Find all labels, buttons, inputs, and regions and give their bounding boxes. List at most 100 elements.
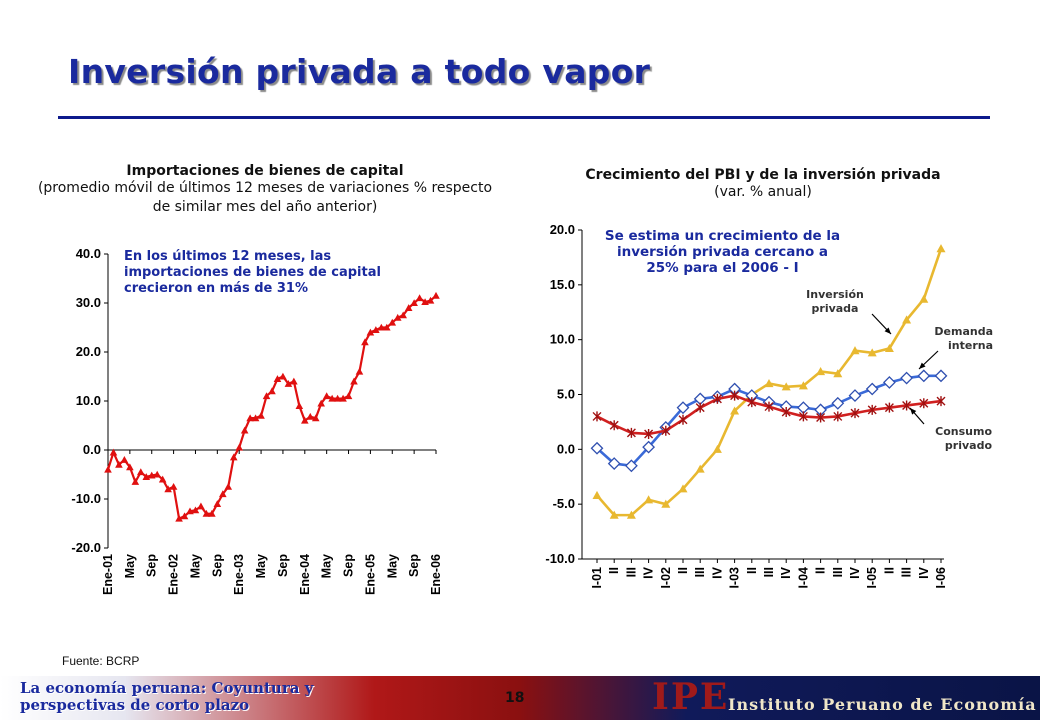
imports-point xyxy=(393,313,402,321)
imports-point xyxy=(361,338,369,346)
left-chart-heading: Importaciones de bienes de capital (prom… xyxy=(30,163,500,217)
arrow-inversion-privada-head xyxy=(884,327,891,334)
inversion-privada-point xyxy=(884,343,894,353)
y-tick-label: 20.0 xyxy=(76,344,101,359)
imports-point xyxy=(339,394,347,402)
x-tick-label: Ene-06 xyxy=(429,554,443,595)
x-tick-label-right: IV xyxy=(779,566,793,578)
page-number: 18 xyxy=(505,690,525,706)
imports-point xyxy=(399,311,407,319)
imports-point xyxy=(186,507,194,515)
imports-point xyxy=(191,506,200,514)
y-tick-label: 40.0 xyxy=(76,246,101,261)
x-tick-label: May xyxy=(385,554,399,578)
x-tick-label: May xyxy=(254,554,268,578)
left-chart-subtitle: (promedio móvil de últimos 12 meses de v… xyxy=(37,180,493,215)
consumo-privado-point xyxy=(850,408,860,419)
imports-point xyxy=(213,500,222,507)
consumo-privado-point xyxy=(609,420,619,431)
imports-point xyxy=(262,392,271,400)
imports-point xyxy=(295,402,304,409)
imports-point xyxy=(284,380,293,387)
x-tick-label: Ene-01 xyxy=(101,554,115,595)
imports-point xyxy=(224,482,233,490)
x-tick-label-right: II xyxy=(882,567,896,574)
x-tick-label-right: III xyxy=(831,567,845,577)
x-tick-label-right: III xyxy=(693,567,707,577)
consumo-privado-point xyxy=(936,396,946,407)
x-tick-label-right: IV xyxy=(917,566,931,578)
inversion-privada-point xyxy=(626,510,636,519)
y-tick-label-right: 20.0 xyxy=(550,222,575,237)
consumo-privado-point xyxy=(695,402,705,413)
demanda-interna-point xyxy=(831,396,845,410)
demanda-interna-point xyxy=(900,371,914,385)
x-tick-label-right: I-05 xyxy=(865,567,879,589)
x-tick-label-right: I-02 xyxy=(659,567,673,589)
y-tick-label: -10.0 xyxy=(71,491,101,506)
imports-point xyxy=(404,304,413,311)
consumo-privado-point xyxy=(644,428,654,439)
label-demanda-interna: Demanda interna xyxy=(934,325,993,352)
imports-point xyxy=(306,412,315,420)
imports-point xyxy=(333,394,342,402)
institute-name: Instituto Peruano de Economía xyxy=(728,695,1037,714)
consumo-privado-point xyxy=(798,411,808,422)
inversion-privada-point xyxy=(867,348,877,357)
x-tick-label: Sep xyxy=(342,554,356,577)
x-tick-label-right: IV xyxy=(848,566,862,578)
x-tick-label-right: III xyxy=(624,567,638,577)
x-tick-label: Sep xyxy=(407,554,421,577)
imports-point xyxy=(175,514,183,522)
x-tick-label: Ene-03 xyxy=(232,554,246,595)
demanda-interna-point xyxy=(865,382,879,396)
x-tick-label-right: IV xyxy=(642,566,656,578)
inversion-privada-point xyxy=(781,382,791,391)
inversion-privada-point xyxy=(764,379,774,388)
demanda-interna-point xyxy=(642,440,656,454)
arrow-demanda-interna-head xyxy=(919,362,926,369)
x-tick-label-right: IV xyxy=(710,566,724,578)
imports-point xyxy=(377,323,386,331)
imports-point xyxy=(311,414,320,422)
demanda-interna-point xyxy=(590,441,604,455)
imports-point xyxy=(164,485,172,493)
x-tick-label-right: III xyxy=(900,567,914,577)
imports-point xyxy=(147,471,156,479)
x-tick-label-right: I-03 xyxy=(728,567,742,589)
source-note: Fuente: BCRP xyxy=(62,654,140,668)
consumo-privado-point xyxy=(678,414,688,425)
demanda-interna-point xyxy=(882,376,896,389)
imports-point xyxy=(246,414,254,422)
imports-point xyxy=(126,463,134,471)
imports-point xyxy=(257,411,265,419)
inversion-privada-point xyxy=(592,490,602,499)
y-tick-label: 30.0 xyxy=(76,295,101,310)
demanda-interna-point xyxy=(934,369,948,383)
consumo-privado-point xyxy=(592,411,602,422)
inversion-privada-point xyxy=(730,406,740,415)
demanda-interna-point xyxy=(624,459,638,473)
label-consumo-privado: Consumo privado xyxy=(935,425,992,452)
imports-point xyxy=(202,509,211,517)
y-tick-label-right: 10.0 xyxy=(550,332,575,347)
x-tick-label: May xyxy=(123,554,137,578)
imports-point xyxy=(197,502,205,510)
demanda-interna-point xyxy=(848,389,862,403)
demanda-interna-point xyxy=(917,369,931,383)
imports-point xyxy=(372,326,380,333)
ipe-logo: IPE xyxy=(652,676,730,718)
y-tick-label-right: -10.0 xyxy=(545,551,575,566)
imports-point xyxy=(208,509,216,517)
y-tick-label: -20.0 xyxy=(71,540,101,555)
imports-point xyxy=(229,453,238,461)
imports-point xyxy=(219,490,227,498)
demanda-interna-point xyxy=(607,457,621,471)
imports-point xyxy=(290,377,298,385)
imports-point xyxy=(153,470,161,478)
y-tick-label-right: 15.0 xyxy=(550,277,575,292)
imports-point xyxy=(251,414,260,422)
inversion-privada-point xyxy=(644,495,654,504)
inversion-privada-point xyxy=(919,294,929,303)
